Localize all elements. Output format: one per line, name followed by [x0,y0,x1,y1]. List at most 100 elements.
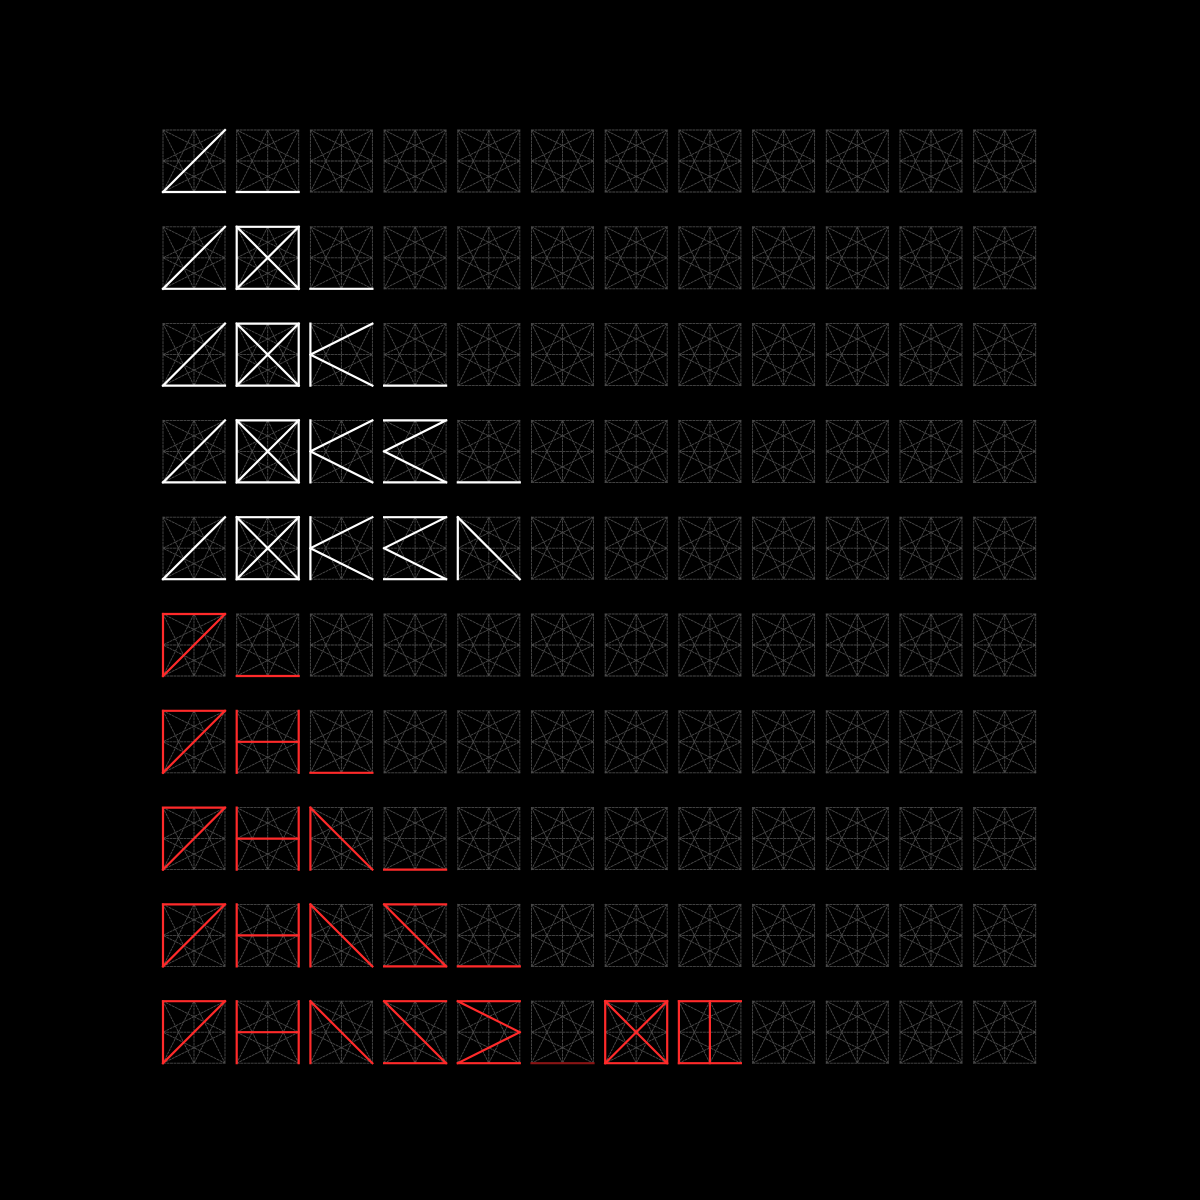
glyph-cell [678,710,742,774]
glyph-cell [678,613,742,677]
glyph-cell [235,1000,300,1065]
glyph-cell [973,613,1037,677]
glyph-stroke [308,353,374,388]
glyph-cell [235,322,301,388]
glyph-cell [604,710,668,774]
glyph-cell [308,322,374,388]
glyph-cell [825,1000,889,1064]
glyph-cell [530,419,595,484]
glyph-cell [308,902,374,968]
glyph-cell [899,613,963,677]
glyph-cell [530,129,595,193]
glyph-cell [825,806,889,871]
glyph-stroke [161,902,227,968]
glyph-cell [309,129,374,193]
glyph-cell [530,903,595,968]
glyph-cell [899,226,963,290]
glyph-stroke [161,515,227,581]
glyph-cell [530,806,595,871]
glyph-cell [309,613,374,677]
glyph-cell [899,516,963,580]
glyph-cell [751,129,816,193]
glyph-cell [530,1000,595,1065]
glyph-cell [161,999,227,1065]
glyph-cell [677,1000,743,1065]
glyph-cell [235,129,300,194]
glyph-cell [235,806,300,871]
glyph-cell [973,516,1037,580]
glyph-stroke [161,225,227,291]
glyph-cell [530,516,595,580]
glyph-cell [751,903,816,968]
glyph-cell [456,903,521,968]
glyph-cell [383,226,447,290]
glyph-cell [825,419,889,484]
glyph-cell [161,806,227,872]
glyph-cell [604,903,668,968]
glyph-cell [161,225,227,291]
glyph-stroke [161,128,227,194]
glyph-cell [899,806,963,871]
glyph-cell [308,418,374,484]
glyph-cell [383,613,447,677]
glyph-cell [899,129,963,193]
glyph-cell [973,806,1037,871]
glyph-stroke [308,999,374,1065]
glyph-cell [751,516,816,580]
glyph-cell [456,419,521,484]
glyph-cell [235,418,301,484]
glyph-cell [973,129,1037,193]
glyph-stroke [161,612,227,678]
glyph-cell [235,225,301,291]
glyph-cell [973,903,1037,968]
glyph-cell [751,419,816,484]
glyph-stroke [308,418,374,453]
glyph-cell [382,902,448,968]
glyph-cell [604,613,668,677]
glyph-cell [456,999,522,1065]
glyph-stroke [235,225,301,291]
glyph-stroke [161,709,227,775]
glyph-stroke [308,515,374,550]
glyph-cell [530,613,595,677]
glyph-cell [530,226,595,290]
glyph-cell [235,613,300,678]
glyph-cell [382,999,448,1065]
glyph-cell [678,419,742,484]
glyph-cell [973,322,1037,387]
glyph-cell [604,806,668,871]
glyph-stroke [235,418,301,484]
glyph-cell [899,903,963,968]
glyph-stroke [382,902,448,968]
glyph-cell [604,516,668,580]
glyph-stroke [308,322,374,357]
glyph-cell [457,226,521,290]
glyph-cell [751,1000,816,1064]
glyph-cell [899,1000,963,1064]
glyph-cell [457,806,521,871]
glyph-cell [678,226,742,290]
glyph-cell [457,322,521,387]
glyph-cell [161,418,227,484]
glyph-cell [383,806,448,871]
glyph-cell [456,515,522,581]
glyph-cell [161,128,227,194]
glyph-cell [383,322,448,387]
glyph-stroke [308,902,374,968]
glyph-stroke [161,999,227,1065]
glyph-cell [899,710,963,774]
glyph-cell [235,709,300,774]
glyph-cell [825,516,889,580]
glyph-stroke [161,806,227,872]
glyph-cell [235,903,300,968]
glyph-cell [161,709,227,775]
glyph-cell [308,999,374,1065]
glyph-cell [457,129,521,193]
glyph-cell [382,418,448,484]
glyph-cell [973,1000,1037,1064]
glyph-stroke [235,515,301,581]
glyph-stroke [308,806,374,872]
glyph-cell [308,515,374,581]
glyph-cell [751,322,816,387]
